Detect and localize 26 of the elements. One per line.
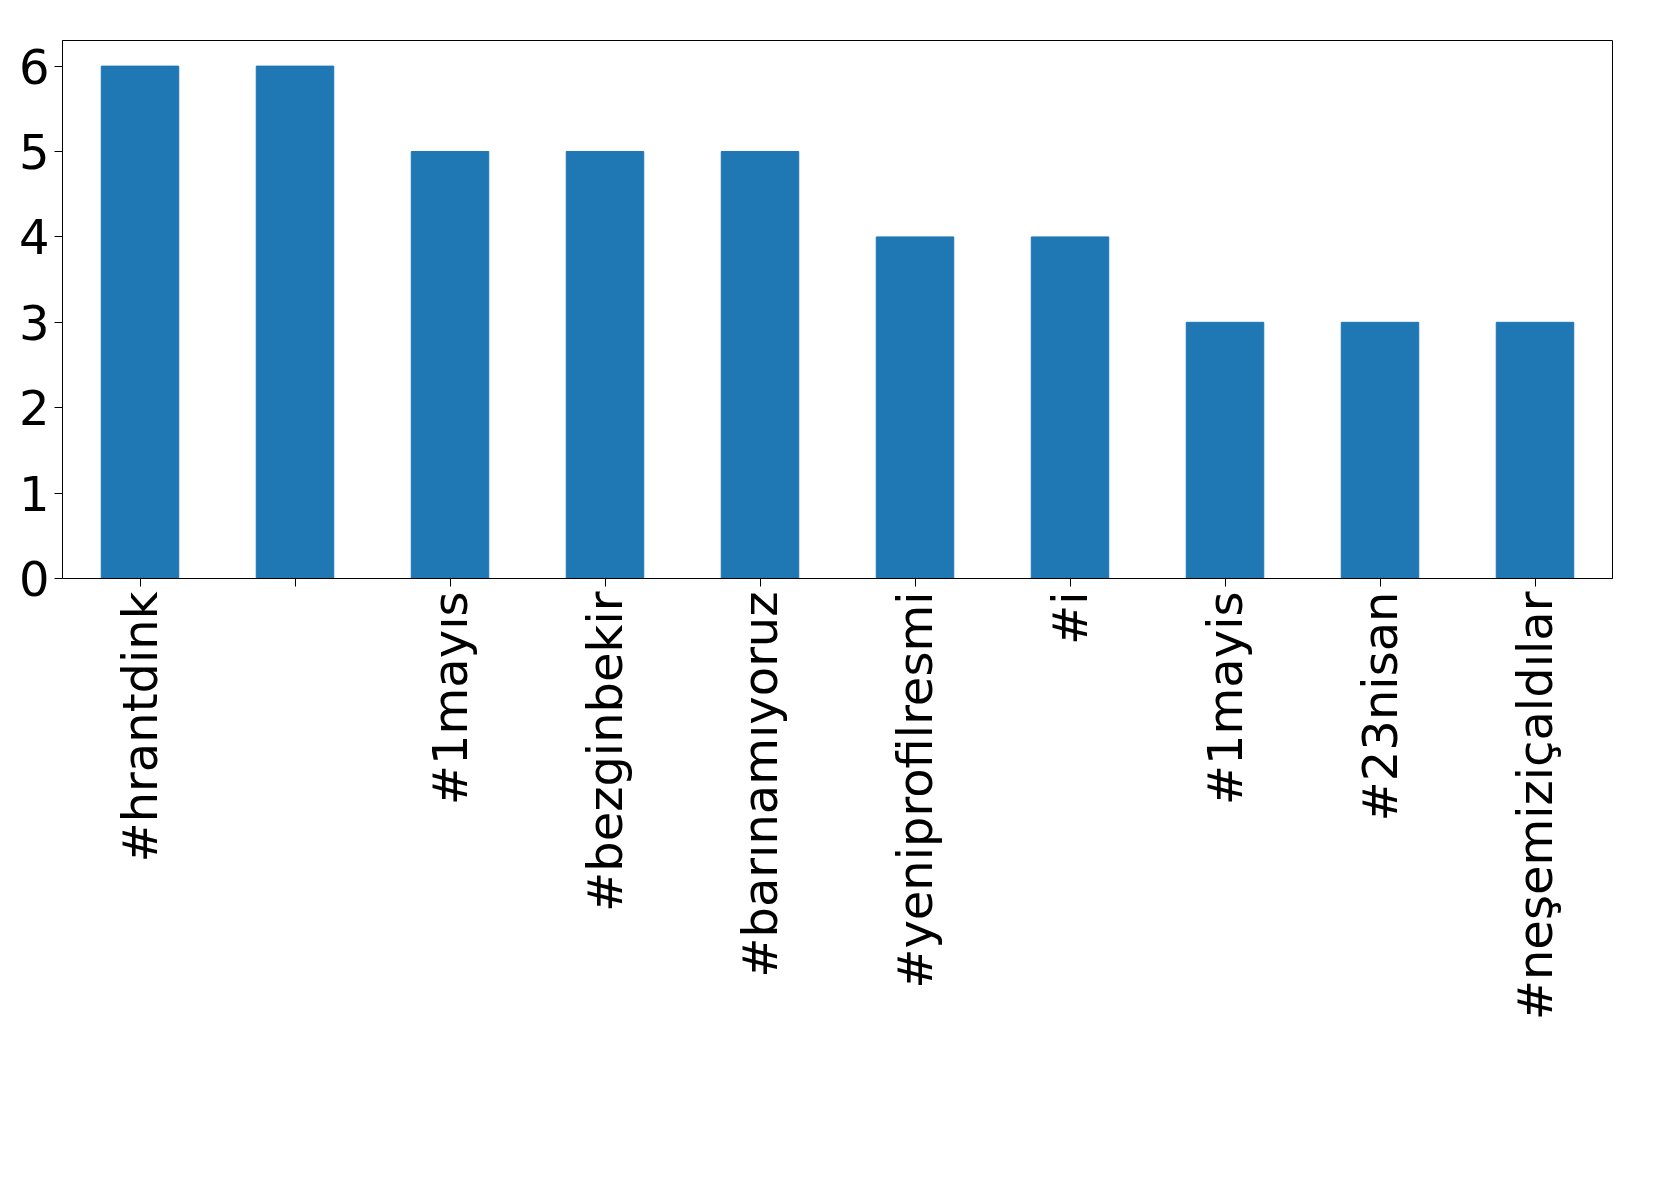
bar — [1030, 236, 1110, 579]
x-tick-label: #barınamıyoruz — [732, 591, 788, 978]
y-tick-label: 3 — [18, 294, 50, 351]
y-tick-label: 5 — [18, 124, 50, 181]
bar — [1340, 321, 1420, 579]
bar — [255, 65, 335, 579]
x-tick-label: #1mayıs — [422, 591, 478, 806]
y-tick-label: 0 — [18, 551, 50, 607]
x-tick-label: #23nisan — [1352, 591, 1408, 822]
y-tick-label: 1 — [18, 465, 50, 522]
bar — [410, 151, 490, 579]
bar — [100, 65, 180, 579]
x-tick-label: #neşemiziçaldılar — [1507, 591, 1563, 1021]
x-tick-label: #yeniprofilresmi — [887, 591, 943, 989]
y-tick-label: 2 — [18, 380, 50, 437]
y-tick-label: 4 — [18, 209, 50, 266]
x-tick-label: #bezginbekir — [577, 591, 633, 913]
bar — [1185, 321, 1265, 579]
bar — [1495, 321, 1575, 579]
bar — [565, 151, 645, 579]
x-tick-label: #1mayis — [1197, 591, 1253, 806]
bar — [875, 236, 955, 579]
y-tick-label: 6 — [18, 38, 50, 95]
x-tick-label: #i — [1042, 591, 1098, 646]
bar — [720, 151, 800, 579]
x-tick-label: #hrantdink — [112, 591, 168, 863]
